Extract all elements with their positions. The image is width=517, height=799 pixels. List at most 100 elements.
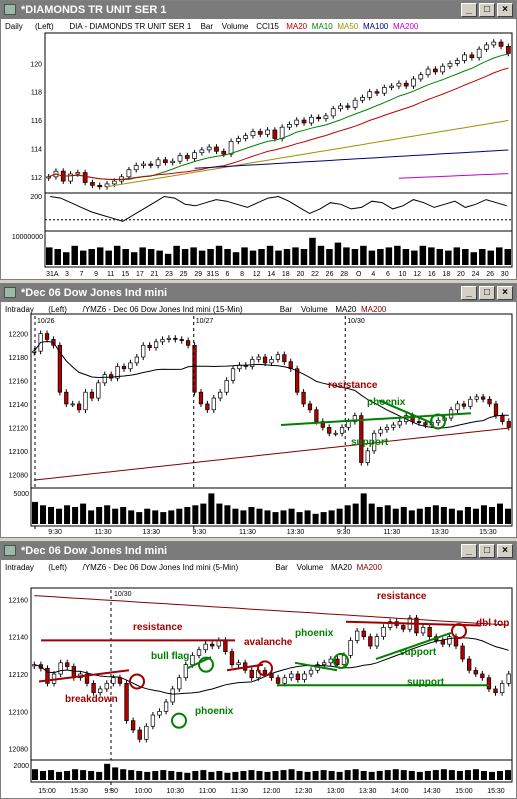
volume-bar bbox=[283, 249, 291, 265]
volume-bar bbox=[504, 249, 511, 265]
candle-body bbox=[462, 54, 467, 61]
volume-bar bbox=[88, 771, 95, 780]
annotation-circle bbox=[430, 413, 446, 430]
annotation-circle bbox=[198, 656, 214, 673]
candle-body bbox=[205, 403, 210, 411]
close-button[interactable]: × bbox=[497, 286, 513, 300]
candle-body bbox=[288, 361, 293, 370]
candle-body bbox=[352, 415, 357, 422]
candle-body bbox=[134, 356, 139, 364]
window-titlebar[interactable]: *Dec 06 Dow Jones Ind mini _ □ × bbox=[1, 542, 516, 560]
x-tick-label: 3 bbox=[65, 271, 69, 278]
candle-body bbox=[323, 115, 329, 120]
candle-body bbox=[346, 421, 351, 428]
close-button[interactable]: × bbox=[497, 3, 513, 17]
chart-window-daily[interactable]: *DIAMONDS TR UNIT SER 1 _ □ × Daily (Left… bbox=[0, 0, 517, 280]
volume-bar bbox=[394, 245, 401, 265]
candle-body bbox=[440, 640, 445, 645]
candle-body bbox=[230, 368, 236, 381]
x-tick-label: 9:30 bbox=[104, 788, 118, 795]
candle-body bbox=[46, 176, 52, 179]
x-tick-label: 12:30 bbox=[295, 788, 313, 795]
candle-body bbox=[308, 116, 314, 124]
ma20-line bbox=[33, 340, 509, 429]
chart-app-icon bbox=[4, 545, 16, 556]
candle-body bbox=[360, 97, 365, 101]
candle-body bbox=[499, 682, 505, 694]
x-tick-label: 8 bbox=[240, 271, 244, 278]
candle-body bbox=[389, 85, 394, 88]
candle-body bbox=[294, 119, 300, 125]
cci-line bbox=[50, 195, 507, 222]
legend-item: /YMZ6 - Dec 06 Dow Jones Ind mini (5-Min… bbox=[83, 563, 239, 572]
candle-body bbox=[506, 421, 511, 428]
volume-bar bbox=[448, 508, 455, 524]
minimize-button[interactable]: _ bbox=[461, 286, 477, 300]
y-tick-label: 12160 bbox=[9, 378, 29, 385]
candle-body bbox=[275, 354, 281, 360]
minimize-button[interactable]: _ bbox=[461, 3, 477, 17]
candle-body bbox=[322, 662, 327, 666]
volume-bar bbox=[139, 247, 146, 265]
y-tick-label: 12140 bbox=[9, 402, 29, 409]
volume-bar bbox=[360, 771, 367, 780]
maximize-button[interactable]: □ bbox=[479, 544, 495, 558]
candle-body bbox=[83, 391, 88, 411]
x-tick-label: 26 bbox=[486, 271, 494, 278]
legend-item: (Left) bbox=[35, 22, 54, 31]
x-tick-label: 11:30 bbox=[95, 529, 112, 536]
volume-bar bbox=[411, 250, 418, 265]
annotation-label: resistance bbox=[328, 380, 378, 391]
volume-bar bbox=[344, 770, 351, 780]
annotation-circle bbox=[129, 673, 145, 690]
volume-bar bbox=[480, 771, 487, 780]
volume-bar bbox=[156, 250, 163, 265]
volume-bar bbox=[207, 249, 214, 265]
minimize-button[interactable]: _ bbox=[461, 544, 477, 558]
candle-body bbox=[361, 630, 366, 638]
volume-bar bbox=[54, 249, 61, 265]
candle-body bbox=[256, 356, 261, 360]
volume-bar bbox=[504, 770, 511, 780]
window-titlebar[interactable]: *DIAMONDS TR UNIT SER 1 _ □ × bbox=[1, 1, 516, 19]
volume-bar bbox=[40, 505, 47, 524]
candle-body bbox=[45, 668, 50, 684]
volume-bar bbox=[122, 249, 129, 265]
close-button[interactable]: × bbox=[497, 544, 513, 558]
candle-body bbox=[401, 625, 406, 630]
volume-bar bbox=[280, 510, 287, 524]
candle-body bbox=[82, 172, 88, 183]
window-titlebar[interactable]: *Dec 06 Dow Jones Ind mini _ □ × bbox=[1, 284, 516, 302]
volume-bar bbox=[112, 767, 119, 780]
x-tick-label: 15:30 bbox=[70, 788, 88, 795]
ma100-line bbox=[194, 149, 509, 169]
volume-bar bbox=[96, 771, 103, 780]
candle-body bbox=[130, 720, 136, 731]
maximize-button[interactable]: □ bbox=[479, 286, 495, 300]
candle-body bbox=[423, 422, 428, 426]
x-tick-label: 13:00 bbox=[327, 788, 345, 795]
volume-bar bbox=[456, 510, 463, 524]
volume-bar bbox=[112, 508, 119, 524]
volume-bar bbox=[147, 249, 155, 265]
candle-body bbox=[90, 182, 95, 186]
ma10-line bbox=[48, 53, 509, 180]
volume-bar bbox=[351, 249, 359, 265]
legend-item: MA50 bbox=[337, 22, 358, 31]
candle-body bbox=[166, 337, 172, 340]
chart-window-5min[interactable]: *Dec 06 Dow Jones Ind mini _ □ × Intrada… bbox=[0, 541, 517, 799]
volume-bar bbox=[190, 247, 197, 265]
maximize-button[interactable]: □ bbox=[479, 3, 495, 17]
candle-body bbox=[199, 149, 205, 154]
date-label: 10/30 bbox=[114, 591, 132, 598]
candle-body bbox=[282, 677, 287, 684]
candle-body bbox=[374, 91, 380, 94]
x-tick-label: 12:00 bbox=[263, 788, 281, 795]
plot-frame bbox=[44, 192, 513, 232]
candle-body bbox=[91, 682, 96, 694]
legend-item: /YMZ6 - Dec 06 Dow Jones Ind mini (15-Mi… bbox=[83, 305, 243, 314]
x-tick-label: 9:30 bbox=[193, 529, 207, 536]
chart-window-15min[interactable]: *Dec 06 Dow Jones Ind mini _ □ × Intrada… bbox=[0, 283, 517, 538]
x-tick-label: 14:30 bbox=[423, 788, 441, 795]
volume-bar bbox=[275, 250, 282, 265]
